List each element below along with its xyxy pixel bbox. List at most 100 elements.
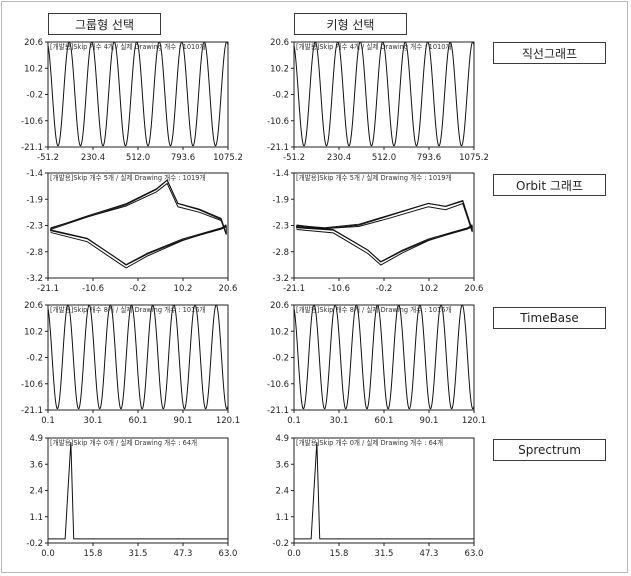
plot-area: [개발용]Skip 개수 8개 / 실제 Drawing 개수 : 1016개	[48, 305, 228, 410]
y-tick-label: -10.6	[267, 117, 289, 127]
plot-frame	[47, 41, 229, 148]
x-tick-label: 47.3	[174, 549, 193, 559]
orbit-trace	[50, 224, 227, 269]
chart-key-spectrum: 4.9 0.0 3.6 15.8 2.4 31.5 1.1 47.3 -0.2 63.0 [개발용]…	[272, 434, 483, 559]
x-tick-label: 0.1	[287, 416, 301, 426]
y-tick-label: -10.6	[267, 380, 289, 390]
y-tick-label: -0.2	[272, 354, 289, 364]
x-tick-label: 10.2	[174, 284, 193, 294]
plot-frame	[293, 41, 475, 148]
y-tick-label: -2.8	[272, 248, 289, 258]
y-tick-label: -3.2	[26, 274, 43, 284]
x-tick-label: 30.1	[330, 416, 349, 426]
x-tick-label: -10.6	[328, 284, 350, 294]
y-tick-label: 10.2	[24, 64, 43, 74]
y-tick-label: 2.4	[275, 487, 289, 497]
plot-frame	[293, 304, 475, 411]
x-tick-label: 1075.2	[459, 153, 489, 163]
x-tick-label: 15.8	[330, 549, 349, 559]
y-tick-label: -1.9	[272, 195, 289, 205]
y-tick-label: 4.9	[29, 434, 43, 444]
y-tick-label: -0.2	[26, 539, 43, 549]
x-tick-label: -0.2	[376, 284, 393, 294]
x-tick-label: 47.3	[420, 549, 439, 559]
plot-area: [개발용]Skip 개수 8개 / 실제 Drawing 개수 : 1016개	[294, 305, 474, 410]
y-tick-label: 1.1	[29, 513, 43, 523]
timebase-graph-button[interactable]: TimeBase	[493, 307, 606, 329]
x-tick-label: 60.1	[375, 416, 394, 426]
plot-frame	[47, 437, 229, 544]
x-tick-label: -10.6	[82, 284, 104, 294]
x-tick-label: -21.1	[283, 284, 305, 294]
y-tick-label: 2.4	[29, 487, 43, 497]
y-tick-label: 10.2	[270, 327, 289, 337]
y-tick-label: 3.6	[275, 460, 289, 470]
key-select-button[interactable]: 키형 선택	[294, 13, 407, 35]
x-tick-label: 30.1	[84, 416, 103, 426]
y-tick-label: -21.1	[21, 143, 43, 153]
chart-key-orbit: -1.4 -21.1 -1.9 -10.6 -2.3 -0.2 -2.8 10.2 -3.2 20…	[272, 169, 483, 294]
x-tick-label: 1075.2	[213, 153, 243, 163]
x-tick-label: 90.1	[420, 416, 439, 426]
plot-area: [개발용]Skip 개수 0개 / 실제 Drawing 개수 : 64개	[294, 438, 474, 540]
chart-group-linear: 20.6 -51.2 10.2 230.4 -0.2 512.0 -10.6 793.6 -21…	[21, 38, 243, 163]
chart-info-text: [개발용]Skip 개수 4개 / 실제 Drawing 개수 : 1010개	[296, 42, 452, 51]
chart-info-text: [개발용]Skip 개수 5개 / 실제 Drawing 개수 : 1019개	[50, 173, 206, 182]
chart-info-text: [개발용]Skip 개수 0개 / 실제 Drawing 개수 : 64개	[296, 438, 443, 447]
group-select-button[interactable]: 그룹형 선택	[48, 13, 161, 35]
y-tick-label: -1.4	[26, 169, 43, 179]
series-line	[48, 42, 228, 147]
y-tick-label: -2.8	[26, 248, 43, 258]
series-line	[48, 305, 228, 410]
chart-info-text: [개발용]Skip 개수 5개 / 실제 Drawing 개수 : 1019개	[296, 173, 452, 182]
plot-frame	[47, 304, 229, 411]
chart-key-timebase: 20.6 0.1 10.2 30.1 -0.2 60.1 -10.6 90.1 -21.1 120…	[267, 301, 486, 426]
series-line	[294, 42, 474, 147]
y-tick-label: -0.2	[272, 91, 289, 101]
plot-frame	[293, 437, 475, 544]
chart-group-spectrum: 4.9 0.0 3.6 15.8 2.4 31.5 1.1 47.3 -0.2 63.0 [개발용]…	[26, 434, 237, 559]
y-tick-label: -0.2	[26, 354, 43, 364]
x-tick-label: 20.6	[465, 284, 484, 294]
x-tick-label: 90.1	[174, 416, 193, 426]
x-tick-label: 63.0	[219, 549, 238, 559]
x-tick-label: -51.2	[37, 153, 59, 163]
x-tick-label: 793.6	[417, 153, 441, 163]
x-tick-label: 15.8	[84, 549, 103, 559]
plot-area: [개발용]Skip 개수 4개 / 실제 Drawing 개수 : 1010개	[294, 42, 474, 147]
x-tick-label: 10.2	[420, 284, 439, 294]
x-tick-label: 120.1	[216, 416, 240, 426]
orbit-graph-button[interactable]: Orbit 그래프	[493, 174, 606, 196]
orbit-trace	[296, 199, 473, 231]
y-tick-label: -0.2	[26, 91, 43, 101]
plot-area: [개발용]Skip 개수 0개 / 실제 Drawing 개수 : 64개	[48, 438, 228, 540]
chart-group-timebase: 20.6 0.1 10.2 30.1 -0.2 60.1 -10.6 90.1 -21.1 120…	[21, 301, 240, 426]
y-tick-label: 10.2	[270, 64, 289, 74]
x-tick-label: 0.1	[41, 416, 55, 426]
plot-area: [개발용]Skip 개수 4개 / 실제 Drawing 개수 : 1010개	[48, 42, 228, 147]
y-tick-label: 1.1	[275, 513, 289, 523]
x-tick-label: 793.6	[171, 153, 195, 163]
x-tick-label: 0.0	[41, 549, 55, 559]
spectrum-graph-button[interactable]: Sprectrum	[493, 439, 606, 461]
plot-frame	[47, 172, 229, 279]
linear-graph-button[interactable]: 직선그래프	[493, 42, 606, 64]
x-tick-label: 0.0	[287, 549, 301, 559]
y-tick-label: -21.1	[267, 406, 289, 416]
y-tick-label: 10.2	[24, 327, 43, 337]
y-tick-label: 20.6	[270, 301, 289, 311]
x-tick-label: 230.4	[81, 153, 105, 163]
spectrum-line	[294, 442, 474, 540]
y-tick-label: -2.3	[26, 222, 43, 232]
orbit-trace	[50, 179, 227, 235]
x-tick-label: 230.4	[327, 153, 351, 163]
y-tick-label: 4.9	[275, 434, 289, 444]
y-tick-label: 20.6	[24, 38, 43, 48]
plot-area: [개발용]Skip 개수 5개 / 실제 Drawing 개수 : 1019개	[296, 173, 473, 266]
x-tick-label: 63.0	[465, 549, 484, 559]
chart-group-orbit: -1.4 -21.1 -1.9 -10.6 -2.3 -0.2 -2.8 10.2 -3.2 20…	[26, 169, 237, 294]
x-tick-label: 512.0	[126, 153, 150, 163]
x-tick-label: -0.2	[130, 284, 147, 294]
